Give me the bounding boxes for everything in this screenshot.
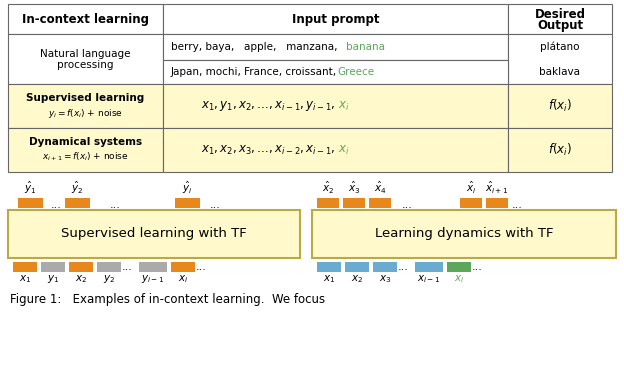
Text: $y_{i-1}$: $y_{i-1}$ <box>142 273 165 285</box>
Bar <box>171 262 195 272</box>
Text: $\hat{y}_2$: $\hat{y}_2$ <box>71 180 84 196</box>
Text: Output: Output <box>537 18 583 31</box>
Text: Input prompt: Input prompt <box>292 13 379 25</box>
Text: $x_1$: $x_1$ <box>19 273 31 285</box>
Text: ...: ... <box>210 200 220 210</box>
Bar <box>343 198 365 208</box>
Text: ...: ... <box>397 262 409 272</box>
Bar <box>8 84 163 128</box>
Text: $y_i = f(x_i)$ + noise: $y_i = f(x_i)$ + noise <box>48 106 123 119</box>
Text: $x_2$: $x_2$ <box>351 273 363 285</box>
Text: $x_i$: $x_i$ <box>454 273 464 285</box>
Text: $\hat{x}_4$: $\hat{x}_4$ <box>374 180 386 196</box>
Bar <box>373 262 397 272</box>
Text: Desired: Desired <box>535 8 585 20</box>
Bar <box>508 4 612 34</box>
Text: banana: banana <box>346 42 385 52</box>
Bar <box>97 262 121 272</box>
Bar <box>508 34 612 84</box>
Text: plátano: plátano <box>540 42 580 52</box>
Bar <box>13 262 37 272</box>
Text: $x_1, y_1, x_2, \ldots, x_{i-1}, y_{i-1},$: $x_1, y_1, x_2, \ldots, x_{i-1}, y_{i-1}… <box>202 99 336 113</box>
Text: ...: ... <box>195 262 207 272</box>
Text: $y_1$: $y_1$ <box>47 273 59 285</box>
Text: ...: ... <box>402 200 412 210</box>
Text: $f(x_i)$: $f(x_i)$ <box>548 142 572 158</box>
Text: $\hat{y}_1$: $\hat{y}_1$ <box>24 180 37 196</box>
Text: $x_3$: $x_3$ <box>379 273 391 285</box>
Text: $\hat{x}_2$: $\hat{x}_2$ <box>322 180 334 196</box>
Text: In-context learning: In-context learning <box>22 13 149 25</box>
Bar <box>486 198 508 208</box>
Text: Japan, mochi, France, croissant,: Japan, mochi, France, croissant, <box>171 67 340 77</box>
Text: $x_i$: $x_i$ <box>338 99 350 113</box>
Bar <box>8 4 163 34</box>
Text: $x_1$: $x_1$ <box>323 273 335 285</box>
Text: ...: ... <box>512 200 522 210</box>
Text: Natural language: Natural language <box>41 49 131 59</box>
Bar <box>8 210 300 258</box>
Bar <box>65 198 90 208</box>
Bar <box>18 198 43 208</box>
Text: ...: ... <box>51 200 61 210</box>
Text: Learning dynamics with TF: Learning dynamics with TF <box>375 227 553 240</box>
Bar <box>41 262 65 272</box>
Bar <box>317 262 341 272</box>
Bar <box>163 84 508 128</box>
Text: $x_i$: $x_i$ <box>178 273 188 285</box>
Text: Supervised learning with TF: Supervised learning with TF <box>61 227 247 240</box>
Text: Figure 1:   Examples of in-context learning.  We focus: Figure 1: Examples of in-context learnin… <box>10 293 325 306</box>
Text: $\hat{x}_{i+1}$: $\hat{x}_{i+1}$ <box>485 180 509 196</box>
Bar <box>163 60 508 84</box>
Text: $y_2$: $y_2$ <box>103 273 115 285</box>
Bar <box>8 34 163 84</box>
Text: $\hat{y}_i$: $\hat{y}_i$ <box>182 180 193 196</box>
Text: $x_{i+1} = f(x_i)$ + noise: $x_{i+1} = f(x_i)$ + noise <box>42 151 129 163</box>
Bar <box>175 198 200 208</box>
Text: $\hat{x}_i$: $\hat{x}_i$ <box>466 180 476 196</box>
Text: ...: ... <box>122 262 132 272</box>
Bar <box>369 198 391 208</box>
Bar <box>415 262 443 272</box>
Bar <box>460 198 482 208</box>
Bar <box>163 128 508 172</box>
Text: Supervised learning: Supervised learning <box>26 93 145 103</box>
Text: $f(x_i)$: $f(x_i)$ <box>548 98 572 114</box>
Bar <box>163 34 508 60</box>
Text: $x_2$: $x_2$ <box>75 273 87 285</box>
Text: $\hat{x}_3$: $\hat{x}_3$ <box>348 180 360 196</box>
Bar <box>8 128 163 172</box>
Bar <box>345 262 369 272</box>
Text: Greece: Greece <box>337 67 374 77</box>
Text: berry, baya,   apple,   manzana,: berry, baya, apple, manzana, <box>171 42 341 52</box>
Text: $x_{i-1}$: $x_{i-1}$ <box>417 273 441 285</box>
Bar <box>447 262 471 272</box>
Bar <box>508 84 612 128</box>
Text: processing: processing <box>57 60 114 70</box>
Bar <box>139 262 167 272</box>
Bar <box>508 128 612 172</box>
Text: baklava: baklava <box>540 67 580 77</box>
Text: ...: ... <box>472 262 482 272</box>
Bar <box>312 210 616 258</box>
Text: $x_i$: $x_i$ <box>338 144 350 157</box>
Text: ...: ... <box>110 200 120 210</box>
Text: Dynamical systems: Dynamical systems <box>29 137 142 147</box>
Text: $x_1, x_2, x_3, \ldots, x_{i-2}, x_{i-1},$: $x_1, x_2, x_3, \ldots, x_{i-2}, x_{i-1}… <box>202 144 336 157</box>
Bar <box>163 4 508 34</box>
Bar <box>317 198 339 208</box>
Bar <box>69 262 93 272</box>
